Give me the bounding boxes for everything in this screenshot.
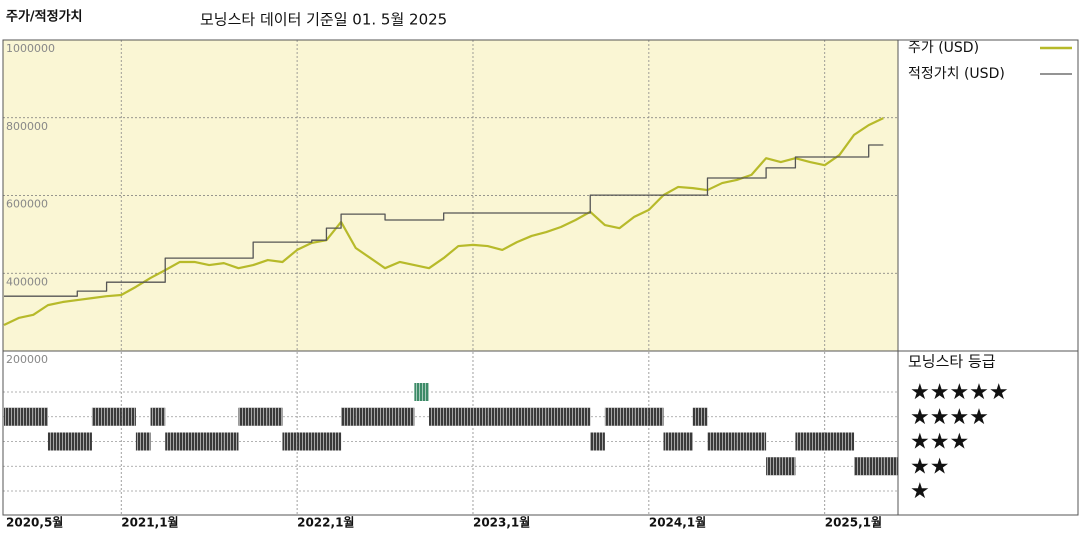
rating-bar-texture <box>678 432 693 451</box>
rating-bar-texture <box>648 407 664 426</box>
x-tick-label: 2021,1월 <box>121 515 178 530</box>
rating-bar-texture <box>414 383 430 401</box>
rating-bar-texture <box>810 432 825 451</box>
rating-bar-texture <box>106 407 122 426</box>
rating-bar-texture <box>472 407 488 426</box>
rating-bar-texture <box>121 407 136 426</box>
rating-bar-texture <box>795 432 811 451</box>
rating-bar-texture <box>560 407 576 426</box>
rating-bar-texture <box>209 432 224 451</box>
y-tick-label: 600000 <box>6 198 48 211</box>
rating-label: ★★★ <box>910 430 969 455</box>
rating-title: 모닝스타 등급 <box>908 353 996 371</box>
rating-bar-texture <box>722 432 737 451</box>
rating-bar-texture <box>91 407 107 426</box>
rating-bar-texture <box>370 407 386 426</box>
rating-label: ★★★★ <box>910 405 989 430</box>
rating-bar-texture <box>663 432 679 451</box>
rating-bar-texture <box>194 432 210 451</box>
rating-bar-texture <box>707 432 723 451</box>
rating-bar-texture <box>575 407 591 426</box>
rating-bar-texture <box>223 432 239 451</box>
x-tick-label: 2025,1월 <box>825 515 882 530</box>
rating-bar-texture <box>150 407 166 426</box>
legend-label: 적정가치 (USD) <box>908 66 1005 82</box>
series-line <box>3 117 884 326</box>
rating-bar-texture <box>736 432 752 451</box>
rating-bar-texture <box>839 432 855 451</box>
rating-bar-texture <box>780 457 796 476</box>
rating-bar-texture <box>135 432 151 451</box>
rating-bar-texture <box>253 407 268 426</box>
series-line <box>4 144 884 297</box>
rating-bar-texture <box>692 407 708 426</box>
rating-bar-texture <box>326 432 342 451</box>
rating-bar-texture <box>429 407 444 426</box>
chart-title: 주가/적정가치 <box>6 9 83 25</box>
rating-bar-texture <box>77 432 92 451</box>
rating-bar-texture <box>487 407 503 426</box>
rating-bar-texture <box>179 432 195 451</box>
rating-bar-texture <box>267 407 283 426</box>
rating-bar-texture <box>546 407 561 426</box>
rating-bar-texture <box>868 457 884 476</box>
rating-bar-texture <box>311 432 327 451</box>
rating-bar-texture <box>883 457 898 476</box>
rating-bar-texture <box>385 407 400 426</box>
rating-bar-texture <box>502 407 517 426</box>
y-tick-label: 800000 <box>6 120 48 133</box>
rating-bar-texture <box>766 457 781 476</box>
rating-bar-texture <box>751 432 767 451</box>
rating-bar-texture <box>516 407 532 426</box>
y-tick-label: 200000 <box>6 353 48 366</box>
rating-bar-texture <box>619 407 635 426</box>
y-tick-label: 400000 <box>6 275 48 288</box>
rating-bar-texture <box>47 432 63 451</box>
rating-bar-texture <box>854 457 869 476</box>
rating-bar-texture <box>33 407 48 426</box>
rating-bar-texture <box>634 407 649 426</box>
rating-label: ★★★★★ <box>910 380 1009 405</box>
rating-bar-texture <box>604 407 620 426</box>
rating-bar-texture <box>458 407 473 426</box>
y-tick-label: 1000000 <box>6 42 55 55</box>
rating-bar-texture <box>238 407 254 426</box>
rating-bar-texture <box>18 407 34 426</box>
rating-bar-texture <box>165 432 180 451</box>
x-tick-label: 2023,1월 <box>473 515 530 530</box>
x-tick-label: 2024,1월 <box>649 515 706 530</box>
rating-bar-texture <box>443 407 459 426</box>
rating-bar-texture <box>355 407 371 426</box>
rating-label: ★★ <box>910 454 949 479</box>
frame <box>2 39 1079 516</box>
x-tick-label: 2022,1월 <box>297 515 354 530</box>
rating-bar-texture <box>399 407 415 426</box>
rating-label: ★ <box>910 479 930 504</box>
rating-bar-texture <box>531 407 547 426</box>
rating-bar-texture <box>62 432 78 451</box>
chart-subtitle: 모닝스타 데이터 기준일 01. 5월 2025 <box>200 11 447 29</box>
rating-bar-texture <box>341 407 356 426</box>
rating-bar-texture <box>590 432 605 451</box>
rating-bar-texture <box>297 432 312 451</box>
rating-bar-texture <box>282 432 298 451</box>
rating-bar-texture <box>824 432 840 451</box>
x-tick-label: 2020,5월 <box>6 515 63 530</box>
legend-label: 주가 (USD) <box>908 40 979 56</box>
rating-bar-texture <box>4 407 19 426</box>
